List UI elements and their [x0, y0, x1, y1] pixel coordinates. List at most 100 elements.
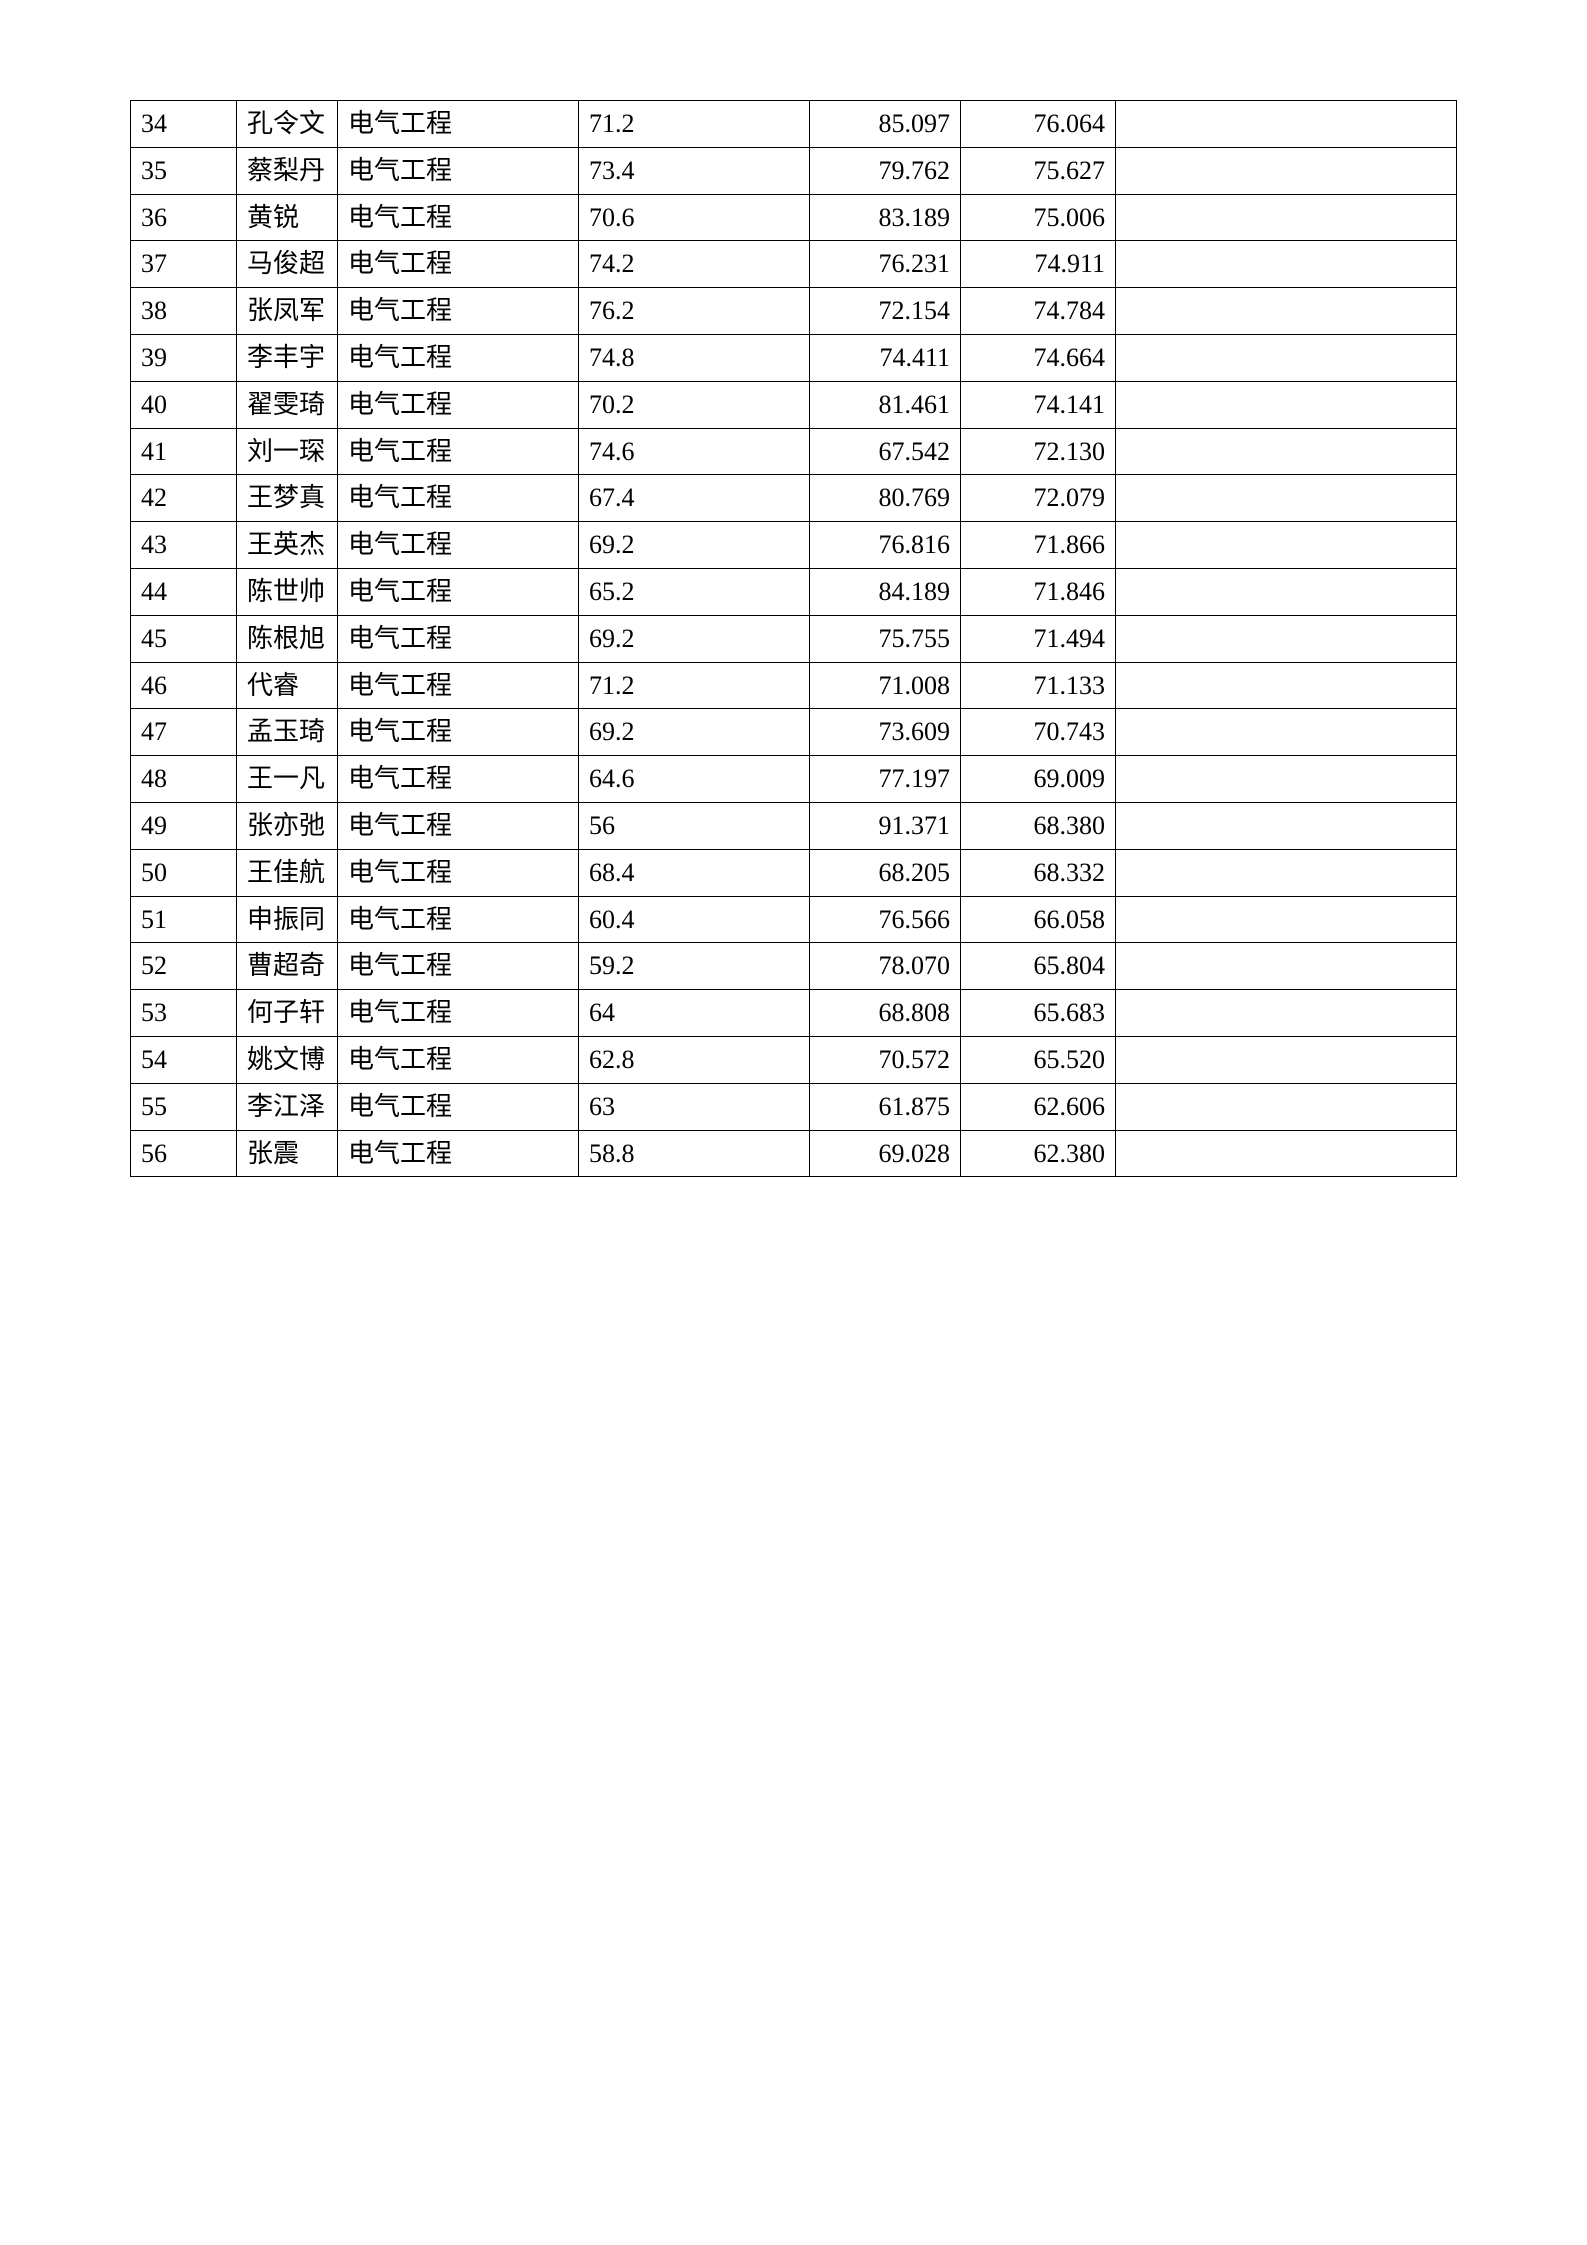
- cell-major: 电气工程: [338, 194, 579, 241]
- page: 34孔令文电气工程71.285.09776.06435蔡梨丹电气工程73.479…: [0, 0, 1587, 2245]
- cell-name: 王一凡: [237, 756, 338, 803]
- cell-major: 电气工程: [338, 1130, 579, 1177]
- cell-last: [1116, 428, 1457, 475]
- cell-s2: 72.154: [810, 288, 961, 335]
- cell-s2: 81.461: [810, 381, 961, 428]
- cell-s3: 71.846: [961, 568, 1116, 615]
- cell-name: 曹超奇: [237, 943, 338, 990]
- cell-s2: 83.189: [810, 194, 961, 241]
- cell-major: 电气工程: [338, 522, 579, 569]
- cell-name: 刘一琛: [237, 428, 338, 475]
- cell-s2: 77.197: [810, 756, 961, 803]
- cell-s1: 74.2: [579, 241, 810, 288]
- cell-s2: 70.572: [810, 1036, 961, 1083]
- cell-s3: 68.332: [961, 849, 1116, 896]
- cell-s3: 75.006: [961, 194, 1116, 241]
- cell-major: 电气工程: [338, 896, 579, 943]
- cell-major: 电气工程: [338, 428, 579, 475]
- cell-s1: 74.8: [579, 334, 810, 381]
- cell-s3: 72.130: [961, 428, 1116, 475]
- table-row: 38张凤军电气工程76.272.15474.784: [131, 288, 1457, 335]
- cell-s1: 73.4: [579, 147, 810, 194]
- cell-last: [1116, 1036, 1457, 1083]
- cell-last: [1116, 475, 1457, 522]
- cell-name: 蔡梨丹: [237, 147, 338, 194]
- cell-last: [1116, 1083, 1457, 1130]
- cell-last: [1116, 241, 1457, 288]
- cell-s3: 76.064: [961, 101, 1116, 148]
- cell-s3: 75.627: [961, 147, 1116, 194]
- cell-s3: 71.494: [961, 615, 1116, 662]
- cell-s2: 76.566: [810, 896, 961, 943]
- cell-last: [1116, 1130, 1457, 1177]
- cell-s1: 63: [579, 1083, 810, 1130]
- table-row: 55李江泽电气工程6361.87562.606: [131, 1083, 1457, 1130]
- cell-major: 电气工程: [338, 475, 579, 522]
- cell-s1: 67.4: [579, 475, 810, 522]
- cell-s1: 69.2: [579, 522, 810, 569]
- cell-s1: 69.2: [579, 615, 810, 662]
- table-row: 52曹超奇电气工程59.278.07065.804: [131, 943, 1457, 990]
- table-row: 50王佳航电气工程68.468.20568.332: [131, 849, 1457, 896]
- cell-last: [1116, 194, 1457, 241]
- table-row: 48王一凡电气工程64.677.19769.009: [131, 756, 1457, 803]
- cell-name: 姚文博: [237, 1036, 338, 1083]
- cell-s2: 79.762: [810, 147, 961, 194]
- cell-s1: 68.4: [579, 849, 810, 896]
- cell-s1: 59.2: [579, 943, 810, 990]
- cell-s2: 61.875: [810, 1083, 961, 1130]
- cell-idx: 50: [131, 849, 237, 896]
- cell-name: 李江泽: [237, 1083, 338, 1130]
- cell-name: 李丰宇: [237, 334, 338, 381]
- table-row: 44陈世帅电气工程65.284.18971.846: [131, 568, 1457, 615]
- cell-major: 电气工程: [338, 1036, 579, 1083]
- cell-major: 电气工程: [338, 147, 579, 194]
- cell-s3: 66.058: [961, 896, 1116, 943]
- cell-s1: 62.8: [579, 1036, 810, 1083]
- cell-last: [1116, 802, 1457, 849]
- cell-name: 王梦真: [237, 475, 338, 522]
- cell-last: [1116, 101, 1457, 148]
- table-row: 43王英杰电气工程69.276.81671.866: [131, 522, 1457, 569]
- cell-last: [1116, 615, 1457, 662]
- cell-s2: 80.769: [810, 475, 961, 522]
- table-row: 34孔令文电气工程71.285.09776.064: [131, 101, 1457, 148]
- cell-idx: 37: [131, 241, 237, 288]
- cell-name: 张震: [237, 1130, 338, 1177]
- cell-last: [1116, 288, 1457, 335]
- cell-major: 电气工程: [338, 568, 579, 615]
- cell-s2: 71.008: [810, 662, 961, 709]
- cell-last: [1116, 568, 1457, 615]
- cell-idx: 41: [131, 428, 237, 475]
- cell-name: 王英杰: [237, 522, 338, 569]
- cell-name: 王佳航: [237, 849, 338, 896]
- cell-s3: 62.606: [961, 1083, 1116, 1130]
- table-row: 39李丰宇电气工程74.874.41174.664: [131, 334, 1457, 381]
- cell-s2: 73.609: [810, 709, 961, 756]
- cell-major: 电气工程: [338, 334, 579, 381]
- cell-s1: 70.2: [579, 381, 810, 428]
- cell-s1: 69.2: [579, 709, 810, 756]
- table-row: 35蔡梨丹电气工程73.479.76275.627: [131, 147, 1457, 194]
- cell-s3: 65.683: [961, 990, 1116, 1037]
- table-row: 49张亦弛电气工程5691.37168.380: [131, 802, 1457, 849]
- cell-s2: 76.231: [810, 241, 961, 288]
- cell-name: 孔令文: [237, 101, 338, 148]
- cell-s3: 74.911: [961, 241, 1116, 288]
- cell-name: 马俊超: [237, 241, 338, 288]
- cell-name: 张凤军: [237, 288, 338, 335]
- table-row: 37马俊超电气工程74.276.23174.911: [131, 241, 1457, 288]
- cell-s2: 67.542: [810, 428, 961, 475]
- cell-major: 电气工程: [338, 288, 579, 335]
- cell-major: 电气工程: [338, 101, 579, 148]
- cell-idx: 53: [131, 990, 237, 1037]
- cell-s1: 70.6: [579, 194, 810, 241]
- cell-idx: 52: [131, 943, 237, 990]
- cell-major: 电气工程: [338, 943, 579, 990]
- cell-major: 电气工程: [338, 1083, 579, 1130]
- cell-s3: 70.743: [961, 709, 1116, 756]
- cell-name: 申振同: [237, 896, 338, 943]
- table-row: 54姚文博电气工程62.870.57265.520: [131, 1036, 1457, 1083]
- cell-s1: 76.2: [579, 288, 810, 335]
- cell-idx: 54: [131, 1036, 237, 1083]
